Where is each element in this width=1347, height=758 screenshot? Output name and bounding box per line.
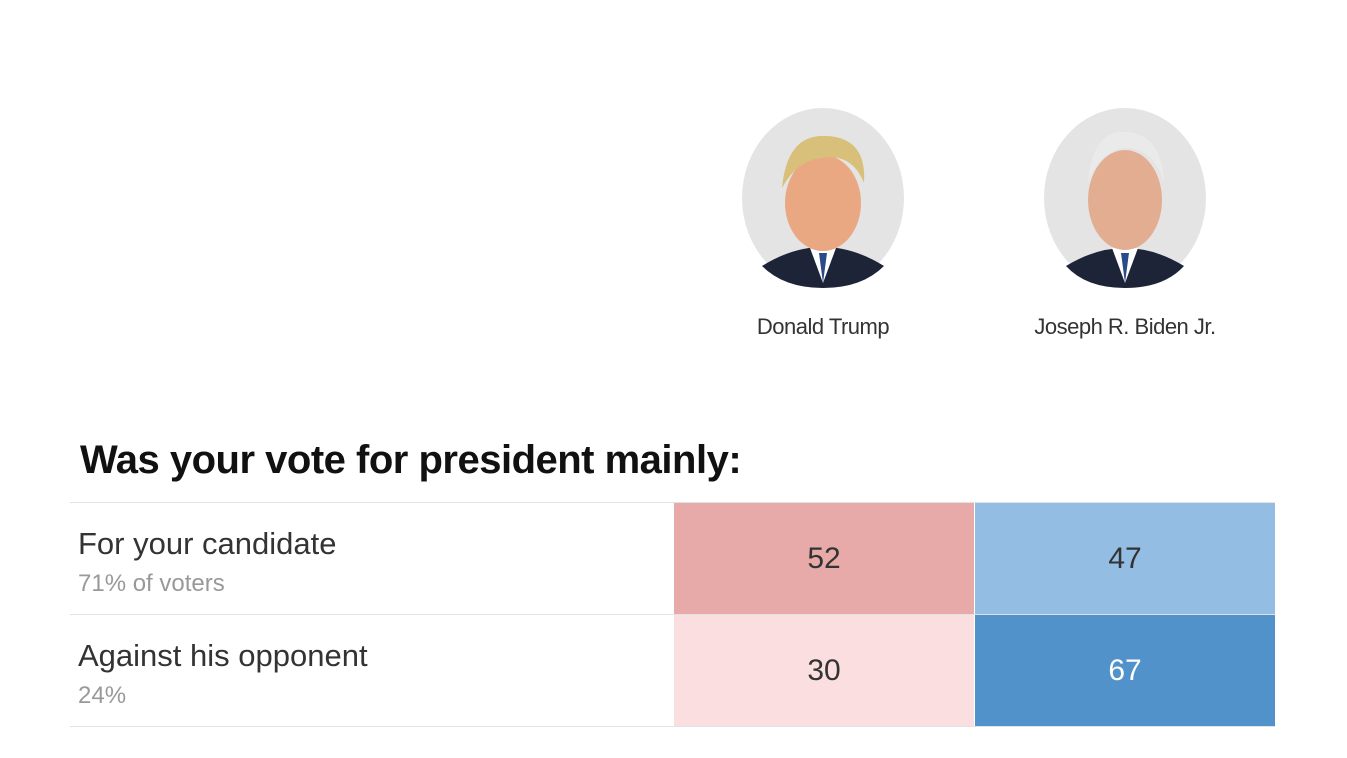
- row-label: For your candidate: [78, 526, 337, 561]
- question-title: Was your vote for president mainly:: [80, 438, 742, 482]
- row-share: 24%: [78, 682, 127, 709]
- row-divider: [70, 614, 1275, 615]
- row-divider: [70, 726, 1275, 727]
- value-cell: 52: [674, 503, 974, 614]
- value-cell: 47: [975, 503, 1275, 614]
- candidate-photo: [742, 108, 904, 288]
- candidate-name: Joseph R. Biden Jr.: [1034, 314, 1216, 339]
- candidate-name: Donald Trump: [756, 314, 890, 339]
- row-share: 71% of voters: [78, 570, 225, 597]
- row-label: Against his opponent: [78, 638, 368, 673]
- value-cell: 67: [975, 615, 1275, 726]
- row-divider: [70, 502, 1275, 503]
- value-cell: 30: [674, 615, 974, 726]
- candidate-photo: [1044, 108, 1206, 288]
